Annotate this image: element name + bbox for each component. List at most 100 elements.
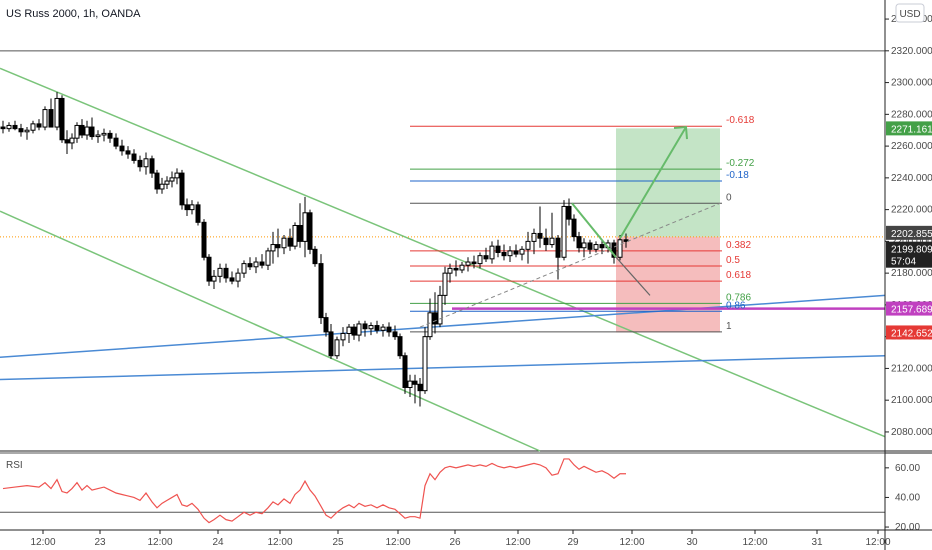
candle <box>235 268 241 288</box>
candle-body <box>302 212 308 242</box>
candle <box>351 323 357 340</box>
candle-body <box>351 326 357 336</box>
candle <box>223 263 229 283</box>
grey-down-line <box>615 256 651 296</box>
trend-line-1 <box>0 210 541 452</box>
fib-label-7: 0.786 <box>726 292 751 303</box>
candle-body <box>380 326 386 331</box>
candle-body <box>179 172 185 206</box>
candle-body <box>427 312 433 338</box>
arrow-drawings[interactable] <box>419 125 721 328</box>
grid <box>0 0 932 454</box>
candle <box>6 122 12 132</box>
x-tick-label: 25 <box>332 537 344 548</box>
price-tag-label-3: 2157.689 <box>891 305 932 316</box>
candle-body <box>555 237 561 258</box>
candle-body <box>599 244 605 249</box>
trend-line-2 <box>0 294 886 359</box>
fib-label-8: 0.86 <box>726 300 746 311</box>
candle <box>531 228 537 255</box>
chart-title: US Russ 2000, 1h, OANDA <box>6 8 141 20</box>
x-tick-label: 12:00 <box>267 537 292 548</box>
candle-body <box>241 263 247 274</box>
candle-body <box>323 317 329 333</box>
candle-body <box>374 325 380 331</box>
candle <box>169 171 175 188</box>
y-tick-label: 2120.000 <box>891 363 932 374</box>
candle <box>119 139 125 156</box>
x-tick-label: 12:00 <box>30 537 55 548</box>
y-tick-label: 2260.000 <box>891 141 932 152</box>
candle <box>101 128 107 142</box>
candle-body <box>402 355 408 388</box>
candle <box>340 327 346 347</box>
candle-body <box>6 124 12 130</box>
candle <box>95 130 101 143</box>
candle-body <box>442 272 448 296</box>
position-tool[interactable] <box>616 128 720 333</box>
candle <box>174 168 180 185</box>
candle-body <box>495 245 501 253</box>
candle-body <box>18 128 24 133</box>
candle-body <box>174 172 180 179</box>
candle-body <box>465 261 471 266</box>
candle-body <box>519 248 525 255</box>
candle <box>432 292 438 334</box>
candle <box>576 231 582 253</box>
candle <box>581 238 587 258</box>
candle-body <box>64 139 70 144</box>
main-pane-bg <box>0 0 885 451</box>
candle <box>302 196 308 258</box>
candle-body <box>223 267 229 279</box>
candle <box>346 323 352 344</box>
candle <box>427 298 433 340</box>
candle-body <box>281 237 287 249</box>
price-tag-3 <box>886 301 932 316</box>
rsi-label: RSI <box>6 460 23 471</box>
candle <box>270 231 276 264</box>
candle <box>525 231 531 264</box>
candle <box>18 123 24 137</box>
candle-body <box>107 132 113 139</box>
candle <box>495 239 501 258</box>
candle-body <box>131 153 137 161</box>
candle-body <box>340 332 346 341</box>
x-tick-label: 12:00 <box>147 537 172 548</box>
rsi-tick-label: 20.00 <box>895 522 920 533</box>
candle <box>437 285 443 328</box>
candle-body <box>253 261 259 268</box>
price-tag-label-2: 2199.809 <box>891 245 932 256</box>
drawing-lines[interactable] <box>0 50 886 452</box>
candle-body <box>549 237 555 246</box>
candle <box>459 262 465 274</box>
candle-body <box>489 245 495 260</box>
candle <box>422 327 428 394</box>
candle-body <box>235 272 241 282</box>
candle-body <box>24 129 30 133</box>
candle <box>507 246 513 263</box>
candle-body <box>334 339 340 357</box>
candle <box>356 320 362 342</box>
profit-zone <box>616 128 720 237</box>
candle <box>417 377 423 407</box>
candle <box>154 169 160 194</box>
candle-body <box>206 256 212 282</box>
candle-body <box>453 267 459 271</box>
fib-label-9: 1 <box>726 321 732 332</box>
candle <box>368 322 374 336</box>
currency-button[interactable]: USD <box>895 3 925 23</box>
candle-body <box>211 275 217 282</box>
candle-body <box>432 312 438 325</box>
candle <box>217 263 223 283</box>
candle-body <box>501 251 507 257</box>
candle-body <box>125 150 131 155</box>
x-tick-label: 12:00 <box>505 537 530 548</box>
candle-body <box>362 323 368 330</box>
candle <box>617 235 623 261</box>
candle-body <box>561 205 567 258</box>
candle <box>184 198 190 216</box>
candle <box>30 120 36 134</box>
candle <box>195 201 201 226</box>
candle-body <box>0 126 6 130</box>
